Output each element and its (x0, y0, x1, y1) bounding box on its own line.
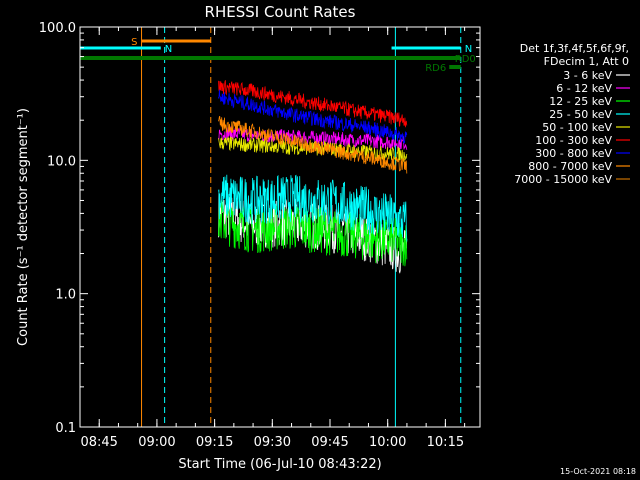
x-tick-label-5: 10:00 (369, 435, 406, 450)
footer-timestamp: 15-Oct-2021 08:18 (560, 467, 636, 476)
plot-frame (79, 26, 481, 428)
series-line-2 (218, 197, 408, 267)
legend-entry-8: 7000 - 15000 keV (514, 173, 612, 186)
y-tick-label-3: 100.0 (39, 21, 76, 36)
x-tick-label-2: 09:15 (196, 435, 233, 450)
legend-entry-7: 800 - 7000 keV (528, 160, 612, 173)
x-tick-label-0: 08:45 (80, 435, 117, 450)
legend-entry-5: 100 - 300 keV (535, 134, 612, 147)
series-line-3 (218, 174, 408, 242)
legend-entry-0: 3 - 6 keV (563, 69, 612, 82)
axes: 0.1 1.0 10.0 100.0 08:45 09:00 09:15 09:30 09:45… (39, 21, 480, 450)
series-line-0 (218, 193, 408, 274)
series-line-7 (218, 116, 408, 174)
legend-entry-1: 6 - 12 keV (556, 82, 612, 95)
y-tick-label-1: 1.0 (55, 288, 76, 303)
legend-entry-2: 12 - 25 keV (549, 95, 612, 108)
flag-label-0: S (131, 37, 137, 48)
x-tick-label-4: 09:45 (311, 435, 348, 450)
x-tick-label-3: 09:30 (254, 435, 291, 450)
legend-entry-4: 50 - 100 keV (542, 121, 612, 134)
legend-entry-3: 25 - 50 keV (549, 108, 612, 121)
flag-label-2: N (465, 44, 472, 55)
legend-header-1: FDecim 1, Att 0 (544, 55, 629, 68)
legend-entry-6: 300 - 800 keV (535, 147, 612, 160)
legend: Det 1f,3f,4f,5f,6f,9f,FDecim 1, Att 03 -… (514, 42, 630, 186)
x-tick-label-1: 09:00 (138, 435, 175, 450)
x-tick-label-6: 10:15 (427, 435, 464, 450)
series-line-6 (218, 89, 408, 145)
flag-label-4: RD6 (425, 63, 446, 74)
series-line-5 (218, 80, 408, 128)
flag-label-3: RD0 (455, 54, 476, 65)
y-axis-label: Count Rate (s⁻¹ detector segment⁻¹) (16, 108, 31, 346)
x-axis-label: Start Time (06-Jul-10 08:43:22) (178, 457, 381, 472)
series-layer (218, 80, 408, 274)
y-tick-label-2: 10.0 (47, 154, 76, 169)
legend-header-0: Det 1f,3f,4f,5f,6f,9f, (520, 42, 629, 55)
y-tick-label-0: 0.1 (55, 421, 76, 436)
flag-label-1: N (165, 44, 172, 55)
chart-title: RHESSI Count Rates (205, 3, 356, 21)
